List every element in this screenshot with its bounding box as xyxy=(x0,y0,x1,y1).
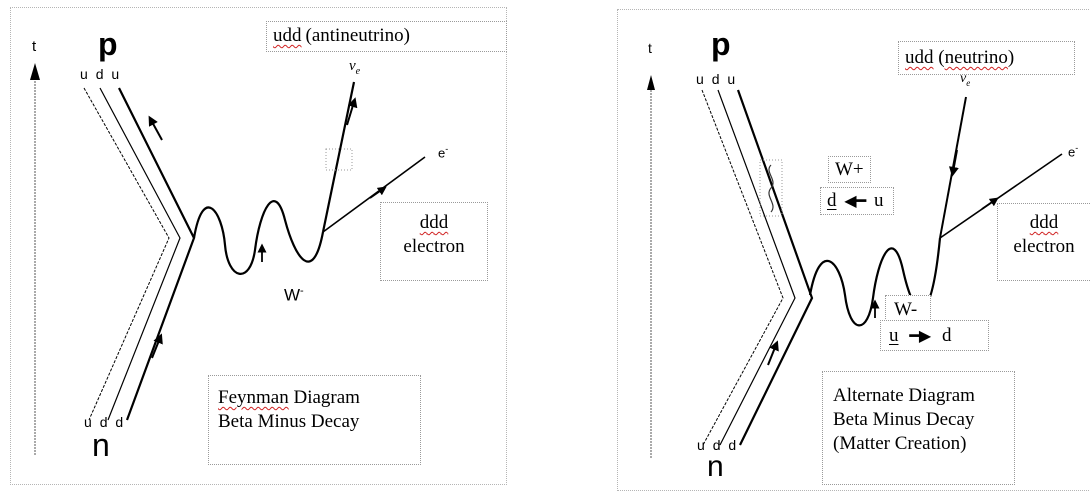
arrow-right-icon: ━▶ xyxy=(909,326,932,345)
wminus-label: W- xyxy=(894,299,918,320)
quark-d: d xyxy=(711,71,722,87)
right-electron-arrow xyxy=(981,197,999,210)
right-quark-arrow-lower xyxy=(767,340,779,366)
neutron-label: n xyxy=(92,427,110,463)
electron-symbol: e- xyxy=(438,144,448,160)
neutrino-v: v xyxy=(960,71,967,86)
wminus-conversion-box: u ━▶ d xyxy=(880,320,989,351)
quark-lines xyxy=(83,87,196,421)
right-neutron-label: n xyxy=(707,450,724,483)
feynman-diagram-panel xyxy=(10,7,507,485)
right-electron-box: ddd electron xyxy=(997,203,1090,281)
right-proton-quark-labels: u d u xyxy=(696,71,737,87)
right-quark-lines xyxy=(701,89,814,446)
electron-box-label: electron xyxy=(403,236,465,257)
caption-diagram-word: Diagram xyxy=(288,387,360,408)
quark-u: u xyxy=(696,71,706,87)
right-electron-line xyxy=(939,153,1063,239)
alt-caption-line-1: Alternate Diagram xyxy=(833,385,975,406)
wminus-to-quark: d xyxy=(941,325,952,346)
caption-feynman-word: Feynman xyxy=(218,387,289,408)
right-electron-e: e xyxy=(1068,144,1076,160)
neutrino-arrow xyxy=(948,149,959,177)
wplus-label: W+ xyxy=(835,159,864,180)
neutrino-close-paren: ) xyxy=(1007,47,1015,68)
w-boson-charge: - xyxy=(300,285,304,297)
wplus-conversion-box: d ◀━ u xyxy=(820,187,894,215)
wplus-from-quark: d xyxy=(827,190,837,211)
right-neutron-quark-labels: u d d xyxy=(697,437,738,453)
neutrino-quarks: udd xyxy=(905,47,934,68)
right-time-axis xyxy=(647,75,655,458)
antineutrino-box-label: (antineutrino) xyxy=(305,25,410,46)
time-axis-label: t xyxy=(32,38,37,55)
right-time-axis-label: t xyxy=(648,40,652,56)
quark-d: d xyxy=(728,437,739,453)
quark-d: d xyxy=(99,414,110,430)
neutrino-word: neutrino xyxy=(944,47,1008,68)
quark-u: u xyxy=(84,414,94,430)
alt-caption-line-2: Beta Minus Decay xyxy=(833,409,975,430)
antineutrino-bar: ‾ xyxy=(349,47,353,61)
wplus-label-box: W+ xyxy=(828,156,871,183)
arrow-left-icon: ◀━ xyxy=(844,191,867,210)
w-boson-label: W- xyxy=(284,285,304,306)
w-boson-text: W xyxy=(284,285,301,305)
neutrino-box: udd (neutrino) xyxy=(898,41,1075,75)
wplus-wiggle-annotation xyxy=(759,159,783,217)
quark-u: u xyxy=(727,71,738,87)
right-electron-symbol: e- xyxy=(1068,143,1078,159)
w-boson-wavy-line xyxy=(192,200,325,275)
antineutrino-quarks: udd xyxy=(273,25,302,46)
right-electron-charge: - xyxy=(1075,143,1079,153)
antineutrino-symbol: ‾ ve xyxy=(349,47,361,77)
right-electron-quarks: ddd xyxy=(1029,212,1059,233)
time-axis xyxy=(30,63,40,455)
neutron-quark-labels: u d d xyxy=(84,414,125,430)
right-electron-box-label: electron xyxy=(1013,236,1075,257)
caption-line-1: Feynman Diagram xyxy=(218,386,420,410)
caption-line-2: Beta Minus Decay xyxy=(218,411,360,432)
electron-quarks: ddd xyxy=(419,212,449,233)
quark-u: u xyxy=(697,437,707,453)
neutrino-open-paren: ( xyxy=(933,47,945,68)
proton-quark-labels: u d u xyxy=(80,66,121,82)
electron-arrow xyxy=(369,186,387,199)
quark-d: d xyxy=(115,414,126,430)
alt-caption-line-3: (Matter Creation) xyxy=(833,433,967,454)
neutrino-sub: e xyxy=(966,77,971,88)
antineutrino-v: v xyxy=(349,58,356,74)
proton-label: p xyxy=(98,26,118,62)
quark-u: u xyxy=(111,66,122,82)
quark-arrow-lower xyxy=(151,333,163,359)
feynman-caption-box: Feynman Diagram Beta Minus Decay xyxy=(208,375,421,465)
antineutrino-arrow xyxy=(346,97,358,126)
small-dotted-box xyxy=(325,148,353,171)
electron-charge: - xyxy=(445,144,449,154)
right-proton-label: p xyxy=(711,26,731,62)
alternate-caption-box: Alternate Diagram Beta Minus Decay (Matt… xyxy=(822,371,1015,485)
electron-e: e xyxy=(438,145,446,161)
quark-arrow-up xyxy=(148,115,163,141)
electron-box: ddd electron xyxy=(380,202,488,281)
neutrino-symbol: ve xyxy=(960,71,970,88)
quark-d: d xyxy=(95,66,106,82)
wminus-from-quark: u xyxy=(889,325,899,346)
quark-u: u xyxy=(80,66,90,82)
wplus-to-quark: u xyxy=(873,190,884,211)
antineutrino-line xyxy=(321,81,356,233)
quark-d: d xyxy=(712,437,723,453)
antineutrino-sub: e xyxy=(355,66,361,77)
antineutrino-box: udd (antineutrino) xyxy=(266,21,507,52)
